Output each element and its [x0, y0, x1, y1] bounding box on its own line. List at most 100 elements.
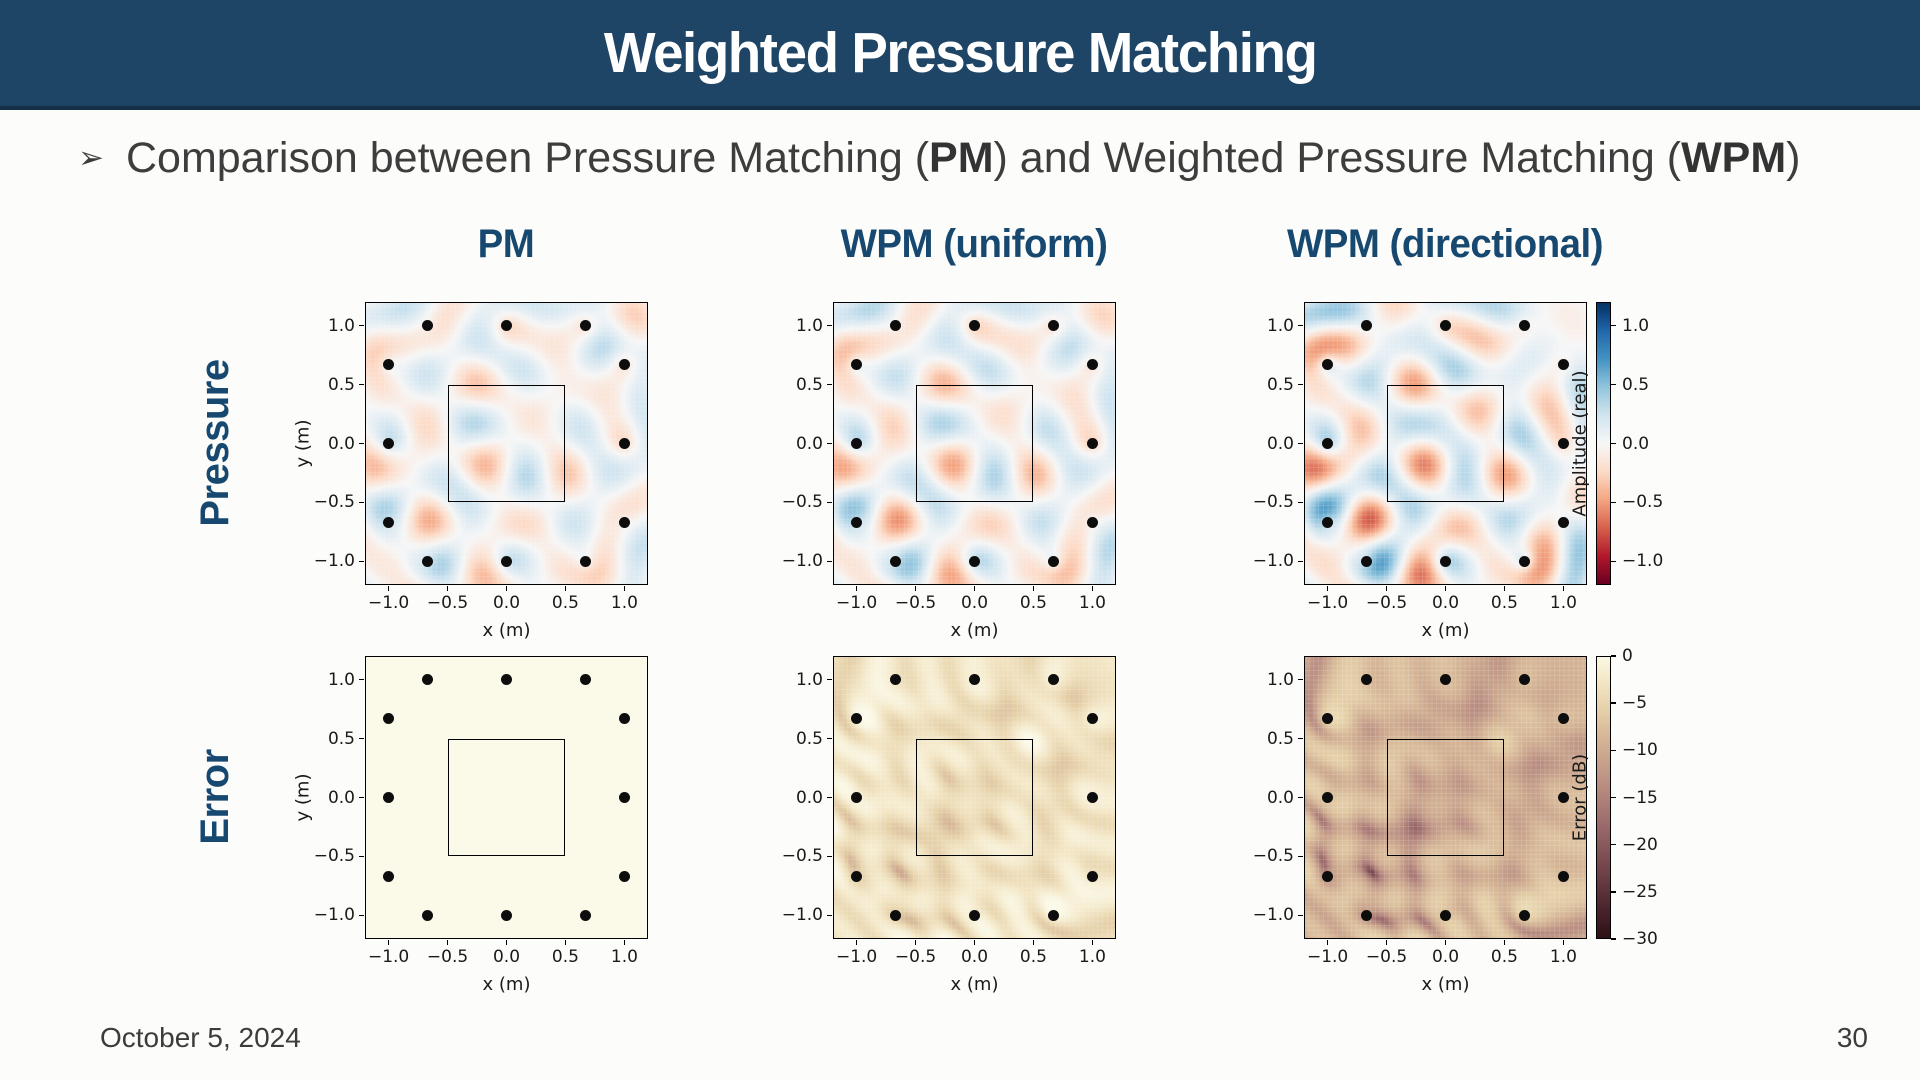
y-tick-label: 0.0	[327, 787, 355, 808]
y-tickmark	[826, 678, 832, 681]
loudspeaker-dot	[383, 792, 395, 803]
colorbar-tick-label: −30	[1622, 929, 1658, 949]
x-axis-label: x (m)	[950, 974, 999, 995]
loudspeaker-dot	[1440, 555, 1451, 567]
y-tick-label: −1.0	[313, 551, 355, 572]
loudspeaker-dot	[1440, 674, 1451, 686]
loudspeaker-dot	[421, 555, 433, 567]
y-tickmark	[358, 796, 364, 799]
loudspeaker-dot	[1440, 909, 1451, 921]
loudspeaker-dot	[618, 438, 630, 449]
control-region-box	[915, 384, 1034, 503]
x-tick-label: −0.5	[894, 593, 937, 613]
loudspeaker-dot	[618, 792, 630, 803]
loudspeaker-dot	[851, 358, 863, 370]
y-tick-label: 1.0	[795, 669, 823, 690]
loudspeaker-dot	[580, 909, 591, 921]
x-tickmark	[973, 940, 976, 945]
y-axis-label: y (m)	[292, 773, 314, 821]
bullet-text: Comparison between Pressure Matching (PM…	[126, 132, 1801, 184]
loudspeaker-dot	[1360, 320, 1372, 332]
x-tick-label: −1.0	[835, 593, 878, 613]
loudspeaker-dot	[1322, 438, 1334, 449]
y-tickmark	[358, 855, 364, 858]
x-tickmark	[855, 586, 858, 591]
y-tickmark	[826, 383, 832, 386]
bullet-arrow-icon: ➢	[78, 140, 104, 175]
x-tickmark	[855, 940, 858, 945]
loudspeaker-dot	[580, 674, 591, 686]
loudspeaker-dot	[969, 674, 980, 686]
heatmap-canvas	[833, 656, 1116, 939]
loudspeaker-dot	[969, 909, 980, 921]
loudspeaker-dot	[1519, 674, 1530, 686]
error-plot-wpm-directional: −1.0 −1.0 −0.5 −0.5 0.0 0.0 0.5 0.5 1.0 1.0 x (m)	[1253, 656, 1587, 995]
x-tick-label: 0.5	[551, 947, 579, 967]
x-axis-label: x (m)	[1421, 620, 1470, 641]
pressure-plot-pm: −1.0 −1.0 −0.5 −0.5 0.0 0.0 0.5 0.5 1.0 1.0 x (m) y…	[293, 302, 648, 641]
loudspeaker-dot	[851, 438, 863, 449]
header-bar: Weighted Pressure Matching	[0, 0, 1920, 110]
colorbar-tickmark	[1611, 560, 1616, 563]
loudspeaker-dot	[1557, 792, 1569, 803]
colorbar-tickmark	[1611, 383, 1616, 386]
x-tickmark	[973, 586, 976, 591]
y-tick-label: 0.0	[795, 787, 823, 808]
y-tick-label: 0.5	[795, 728, 823, 749]
control-region-box	[1386, 738, 1505, 857]
y-tickmark	[1297, 383, 1303, 386]
y-tickmark	[1297, 737, 1303, 740]
colorbar-tickmark	[1611, 891, 1616, 893]
row-label-pressure: Pressure	[193, 359, 237, 527]
loudspeaker-dot	[618, 712, 630, 724]
heatmap-canvas	[1304, 656, 1587, 939]
loudspeaker-dot	[1557, 358, 1569, 370]
x-tick-label: −0.5	[1365, 593, 1408, 613]
heatmap-canvas	[365, 302, 648, 585]
loudspeaker-dot	[1322, 517, 1334, 528]
y-tickmark	[358, 501, 364, 504]
slide-title: Weighted Pressure Matching	[603, 21, 1318, 85]
x-tick-label: −1.0	[1306, 947, 1349, 967]
x-tickmark	[1091, 940, 1094, 945]
y-tickmark	[1297, 442, 1303, 445]
heatmap-canvas	[365, 656, 648, 939]
x-tick-label: 1.0	[1078, 593, 1106, 613]
loudspeaker-dot	[1048, 674, 1059, 686]
x-tickmark	[1503, 940, 1506, 945]
colorbar-tick-label: 1.0	[1622, 315, 1650, 336]
bullet-text-plain: Comparison between Pressure Matching (	[125, 134, 930, 182]
loudspeaker-dot	[1048, 555, 1059, 567]
y-tick-label: −0.5	[313, 846, 355, 867]
y-tickmark	[358, 678, 364, 681]
error-plot-wpm-uniform: −1.0 −1.0 −0.5 −0.5 0.0 0.0 0.5 0.5 1.0 1.0 x (m)	[782, 656, 1116, 995]
y-tickmark	[826, 442, 832, 445]
x-tickmark	[505, 940, 508, 945]
pressure-colorbar-gradient	[1596, 302, 1611, 585]
colorbar-tick-label: −15	[1622, 787, 1658, 808]
loudspeaker-dot	[580, 555, 591, 567]
loudspeaker-dot	[1557, 871, 1569, 882]
x-tickmark	[505, 586, 508, 591]
x-tickmark	[914, 940, 917, 945]
loudspeaker-dot	[383, 517, 395, 528]
axes-frame	[833, 302, 1116, 585]
loudspeaker-dot	[1440, 320, 1451, 332]
x-tick-label: 1.0	[1549, 947, 1577, 967]
axes-frame	[365, 302, 648, 585]
loudspeaker-dot	[618, 871, 630, 882]
loudspeaker-dot	[1519, 555, 1530, 567]
pressure-colorbar-label: Amplitude (real)	[1569, 370, 1591, 517]
x-tick-label: −1.0	[835, 947, 878, 967]
y-tick-label: 0.5	[327, 728, 355, 749]
loudspeaker-dot	[851, 792, 863, 803]
y-tick-label: 1.0	[795, 315, 823, 336]
colorbar-tick-label: −1.0	[1622, 551, 1664, 572]
y-tick-label: 0.0	[1266, 787, 1294, 808]
y-tick-label: 1.0	[327, 315, 355, 336]
loudspeaker-dot	[851, 871, 863, 882]
y-tick-label: 1.0	[1266, 315, 1294, 336]
loudspeaker-dot	[618, 358, 630, 370]
y-tick-label: 0.5	[327, 374, 355, 395]
colorbar-tick-label: −10	[1622, 740, 1658, 761]
